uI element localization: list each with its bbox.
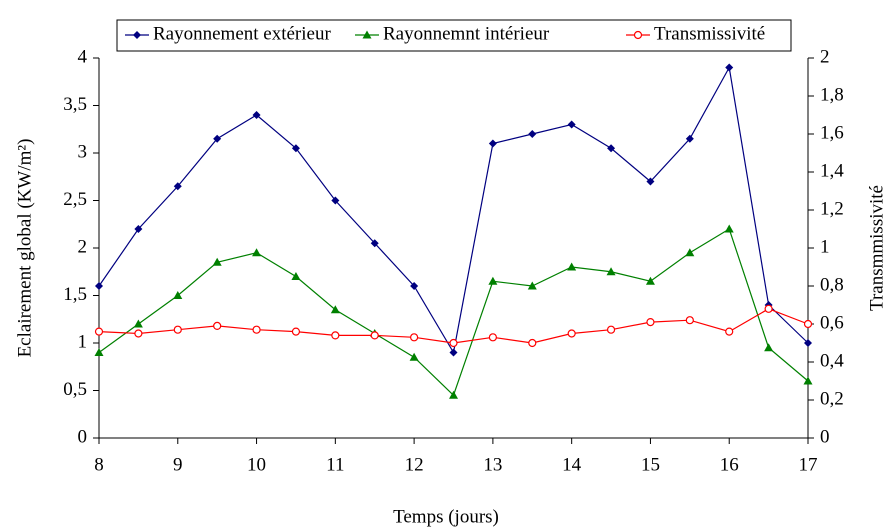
y2-tick-label: 1,4 — [820, 160, 844, 181]
point — [252, 248, 262, 257]
y-tick-label: 2,5 — [63, 189, 87, 210]
y2-tick-label: 1,2 — [820, 198, 844, 219]
y-tick-label: 4 — [78, 46, 88, 67]
point — [173, 291, 183, 299]
y2-tick-label: 0 — [820, 426, 830, 447]
point — [567, 329, 576, 338]
y2-tick-label: 0,2 — [820, 388, 844, 409]
point — [804, 339, 812, 347]
series-line — [98, 228, 809, 397]
x-tick-label: 13 — [483, 454, 502, 475]
point — [725, 327, 734, 336]
y2-tick-label: 2 — [820, 46, 830, 67]
point — [370, 239, 379, 248]
point — [173, 182, 182, 191]
x-tick-label: 10 — [247, 454, 266, 475]
y-tick-label: 1 — [78, 331, 88, 352]
x-tick-label: 16 — [720, 454, 739, 475]
point — [449, 338, 458, 348]
point — [410, 333, 419, 342]
point — [331, 196, 340, 205]
point — [606, 267, 616, 276]
point — [567, 262, 577, 271]
legend-box — [116, 19, 792, 52]
point — [330, 305, 340, 314]
point — [409, 352, 419, 361]
y-tick-label: 0 — [78, 426, 88, 447]
point — [685, 248, 695, 257]
y2-tick-label: 1,8 — [820, 84, 844, 105]
legend-marker — [362, 30, 372, 39]
point — [646, 318, 655, 327]
x-tick-label: 9 — [173, 454, 183, 475]
point — [685, 134, 694, 143]
series-line — [98, 308, 809, 344]
point — [133, 319, 143, 328]
point — [252, 325, 261, 334]
point — [528, 130, 537, 138]
point — [488, 276, 498, 285]
point — [95, 282, 103, 290]
y2-axis-label: Transmmissivité — [866, 185, 887, 311]
point — [803, 319, 813, 329]
point — [94, 348, 104, 356]
legend-label: Rayonnemnt intérieur — [383, 23, 550, 44]
point — [291, 327, 301, 336]
y2-tick-label: 1 — [820, 236, 830, 257]
y-tick-label: 2 — [78, 236, 88, 257]
point — [567, 120, 576, 129]
point — [528, 338, 537, 348]
series-line — [98, 65, 809, 355]
y-tick-label: 1,5 — [63, 284, 87, 305]
point — [291, 272, 301, 280]
point — [213, 321, 222, 330]
x-tick-label: 8 — [94, 454, 104, 475]
point — [252, 111, 261, 119]
point — [410, 282, 419, 290]
point — [331, 331, 340, 340]
point — [134, 225, 143, 233]
x-tick-label: 12 — [405, 454, 424, 475]
point — [646, 177, 655, 186]
point — [134, 329, 143, 338]
point — [685, 316, 694, 325]
point — [488, 139, 497, 148]
legend-label: Rayonnement extérieur — [153, 23, 331, 44]
point — [173, 325, 182, 334]
point — [213, 134, 222, 143]
point — [764, 304, 773, 313]
point — [488, 333, 497, 342]
y2-tick-label: 0,8 — [820, 274, 844, 295]
point — [449, 390, 458, 399]
point — [212, 257, 222, 266]
point — [449, 348, 458, 357]
point — [724, 224, 734, 233]
x-tick-label: 17 — [799, 454, 818, 475]
point — [803, 376, 813, 385]
legend-marker — [633, 30, 643, 40]
point — [94, 327, 104, 336]
legend-marker — [133, 31, 141, 39]
point — [370, 331, 379, 340]
x-tick-label: 11 — [326, 454, 344, 475]
legend-label: Transmissivité — [654, 23, 765, 44]
y-axis-label: Eclairement global (KW/m²) — [14, 139, 35, 358]
x-tick-label: 15 — [641, 454, 660, 475]
point — [725, 63, 734, 72]
point — [527, 281, 537, 290]
point — [764, 343, 774, 352]
y2-tick-label: 0,4 — [820, 350, 844, 371]
point — [645, 276, 655, 285]
y2-tick-label: 0,6 — [820, 312, 844, 333]
y-tick-label: 0,5 — [63, 379, 87, 400]
y-tick-label: 3 — [78, 141, 88, 162]
y2-tick-label: 1,6 — [820, 122, 844, 143]
y-tick-label: 3,5 — [63, 94, 87, 115]
x-axis-label: Temps (jours) — [393, 506, 499, 527]
x-tick-label: 14 — [562, 454, 582, 475]
point — [606, 325, 616, 334]
point — [291, 144, 300, 153]
point — [607, 144, 616, 153]
